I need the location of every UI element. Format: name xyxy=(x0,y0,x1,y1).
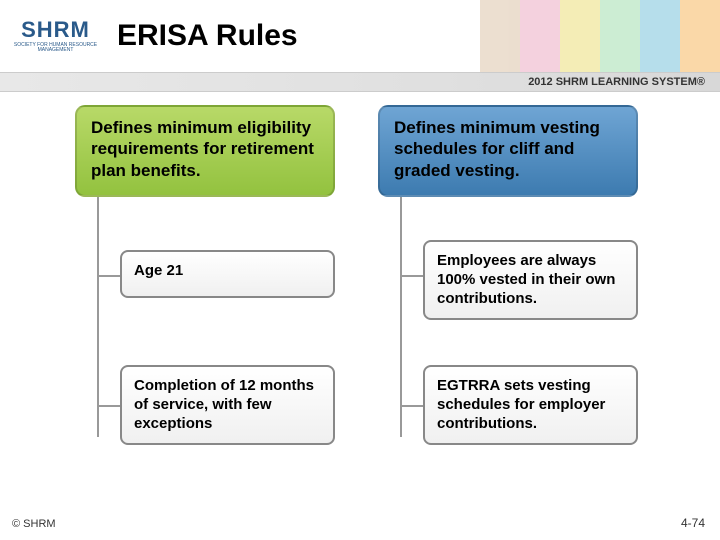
shrm-logo: SHRM SOCIETY FOR HUMAN RESOURCE MANAGEME… xyxy=(8,4,103,69)
footer-page-number: 4-74 xyxy=(681,516,705,530)
learning-system-bar: 2012 SHRM LEARNING SYSTEM® xyxy=(0,72,720,92)
connector xyxy=(97,405,121,407)
right-sub-box-1: Employees are always 100% vested in thei… xyxy=(423,240,638,320)
logo-text: SHRM xyxy=(21,19,90,41)
footer-copyright: © SHRM xyxy=(12,518,56,530)
right-sub-box-2: EGTRRA sets vesting schedules for employ… xyxy=(423,365,638,445)
left-column: Defines minimum eligibility requirements… xyxy=(75,105,365,197)
connector xyxy=(400,197,402,437)
connector xyxy=(97,197,99,437)
learning-system-text: 2012 SHRM LEARNING SYSTEM® xyxy=(528,76,705,88)
logo-subtitle: SOCIETY FOR HUMAN RESOURCE MANAGEMENT xyxy=(8,43,103,54)
connector xyxy=(400,275,424,277)
slide-content: Defines minimum eligibility requirements… xyxy=(0,105,720,510)
connector xyxy=(97,275,121,277)
connector xyxy=(400,405,424,407)
right-main-box: Defines minimum vesting schedules for cl… xyxy=(378,105,638,197)
slide-title: ERISA Rules xyxy=(117,19,298,53)
slide-header: SHRM SOCIETY FOR HUMAN RESOURCE MANAGEME… xyxy=(0,0,720,72)
right-column: Defines minimum vesting schedules for cl… xyxy=(378,105,668,197)
left-main-box: Defines minimum eligibility requirements… xyxy=(75,105,335,197)
left-sub-box-2: Completion of 12 months of service, with… xyxy=(120,365,335,445)
left-sub-box-1: Age 21 xyxy=(120,250,335,298)
